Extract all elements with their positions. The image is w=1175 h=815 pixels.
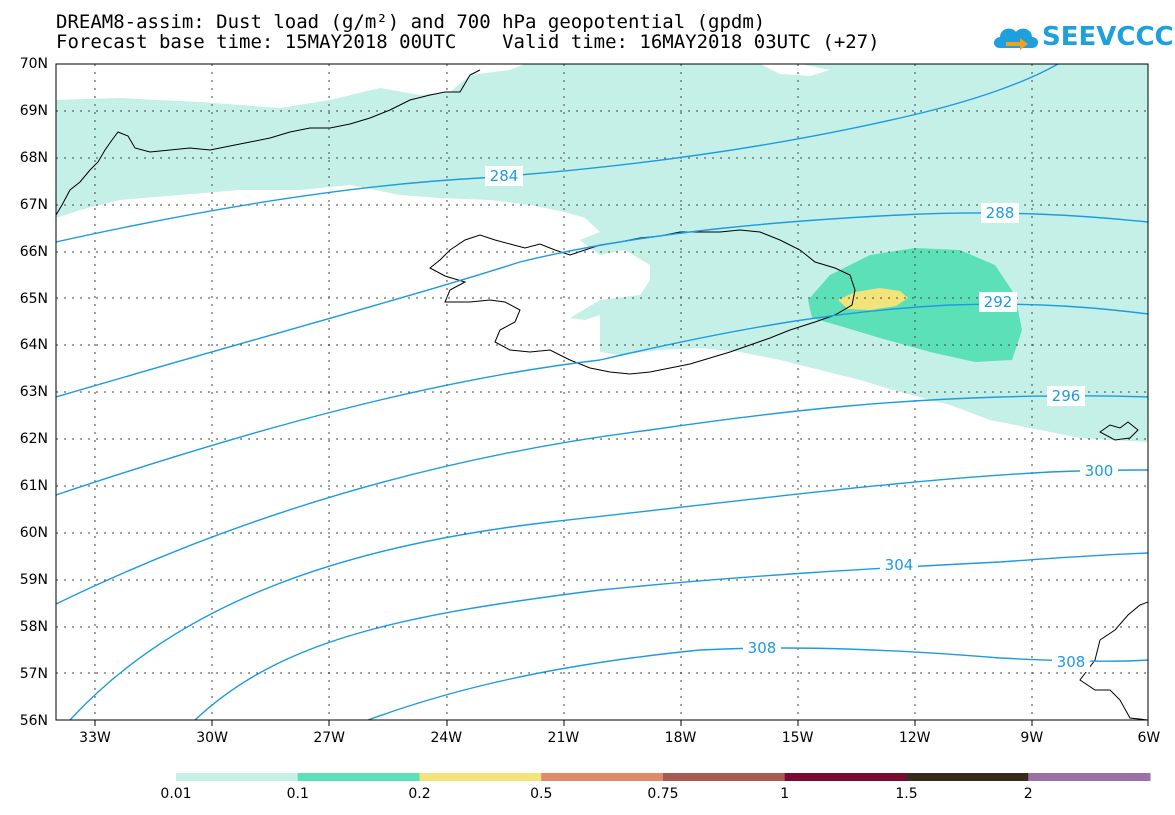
latitude-label: 58N	[19, 618, 48, 635]
graticule	[56, 64, 1148, 720]
contour-label: 292	[984, 293, 1013, 311]
latitude-label: 60N	[19, 525, 48, 541]
scotland-coast	[1079, 601, 1148, 720]
latitude-label: 65N	[19, 290, 48, 307]
colorbar-label: 0.5	[530, 786, 553, 802]
latitude-label: 64N	[19, 337, 48, 354]
dust-shading-low-gap	[760, 64, 830, 76]
colorbar-swatch	[784, 773, 907, 781]
colorbar-label: 0.2	[408, 786, 431, 802]
colorbar	[176, 773, 1151, 781]
latitude-label: 56N	[19, 712, 48, 729]
colorbar-label: 1.5	[895, 786, 918, 802]
colorbar-label: 0.01	[160, 786, 192, 802]
longitude-label: 12W	[898, 730, 931, 746]
colorbar-swatch	[1028, 773, 1151, 781]
colorbar-swatch	[297, 773, 420, 781]
contour-308	[367, 647, 1148, 720]
latitude-label: 69N	[19, 102, 48, 119]
longitude-label: 6W	[1137, 730, 1161, 746]
contour-label: 284	[490, 167, 519, 185]
seevccc-logo: SEEVCCC	[990, 18, 1174, 58]
longitude-label: 9W	[1020, 730, 1044, 746]
longitude-label: 18W	[664, 730, 697, 746]
latitude-label: 66N	[19, 243, 48, 260]
contour-label: 304	[885, 556, 914, 574]
contour-label: 308	[1057, 653, 1086, 671]
latitude-label: 62N	[19, 431, 48, 448]
colorbar-label: 2	[1023, 786, 1033, 802]
colorbar-swatch	[541, 773, 664, 781]
dust-shading-low	[56, 64, 1148, 442]
colorbar-swatch	[176, 773, 299, 781]
greenland-coast	[56, 69, 481, 216]
latitude-label: 70N	[19, 56, 48, 72]
longitude-label: 21W	[547, 730, 580, 746]
map-frame	[55, 63, 1149, 721]
longitude-label: 27W	[313, 730, 346, 746]
colorbar-swatch	[419, 773, 542, 781]
contour-label: 296	[1052, 387, 1081, 405]
latitude-label: 61N	[19, 478, 48, 495]
latitude-label: 63N	[19, 384, 48, 401]
logo-text: SEEVCCC	[1042, 22, 1174, 52]
colorbar-label: 0.75	[647, 786, 679, 802]
contour-292	[56, 303, 1148, 496]
colorbar-swatch	[663, 773, 786, 781]
longitude-label: 30W	[196, 730, 228, 746]
longitude-label: 24W	[430, 730, 463, 746]
colorbar-swatch	[906, 773, 1029, 781]
latitude-label: 68N	[19, 149, 48, 166]
colorbar-label: 0.1	[286, 786, 309, 802]
contour-284	[56, 64, 1059, 243]
contour-296	[56, 395, 1148, 605]
colorbar-label: 1	[780, 786, 790, 802]
map-subtitle: Forecast base time: 15MAY2018 00UTC Vali…	[56, 31, 880, 53]
latitude-label: 59N	[19, 571, 48, 588]
contour-300	[69, 469, 1148, 720]
longitude-label: 15W	[781, 730, 814, 746]
dust-shading-high	[838, 288, 908, 310]
faroe-coast	[1099, 421, 1139, 441]
latitude-label: 57N	[19, 665, 48, 682]
map-title: DREAM8-assim: Dust load (g/m²) and 700 h…	[56, 11, 766, 33]
contour-label: 308	[748, 639, 777, 657]
cloud-icon	[994, 28, 1038, 50]
latitude-label: 67N	[19, 196, 48, 213]
contour-label: 300	[1085, 462, 1114, 480]
longitude-label: 33W	[79, 730, 111, 746]
axis-ticks	[94, 720, 1149, 726]
contour-304	[194, 552, 1148, 720]
contour-label: 288	[986, 204, 1015, 222]
